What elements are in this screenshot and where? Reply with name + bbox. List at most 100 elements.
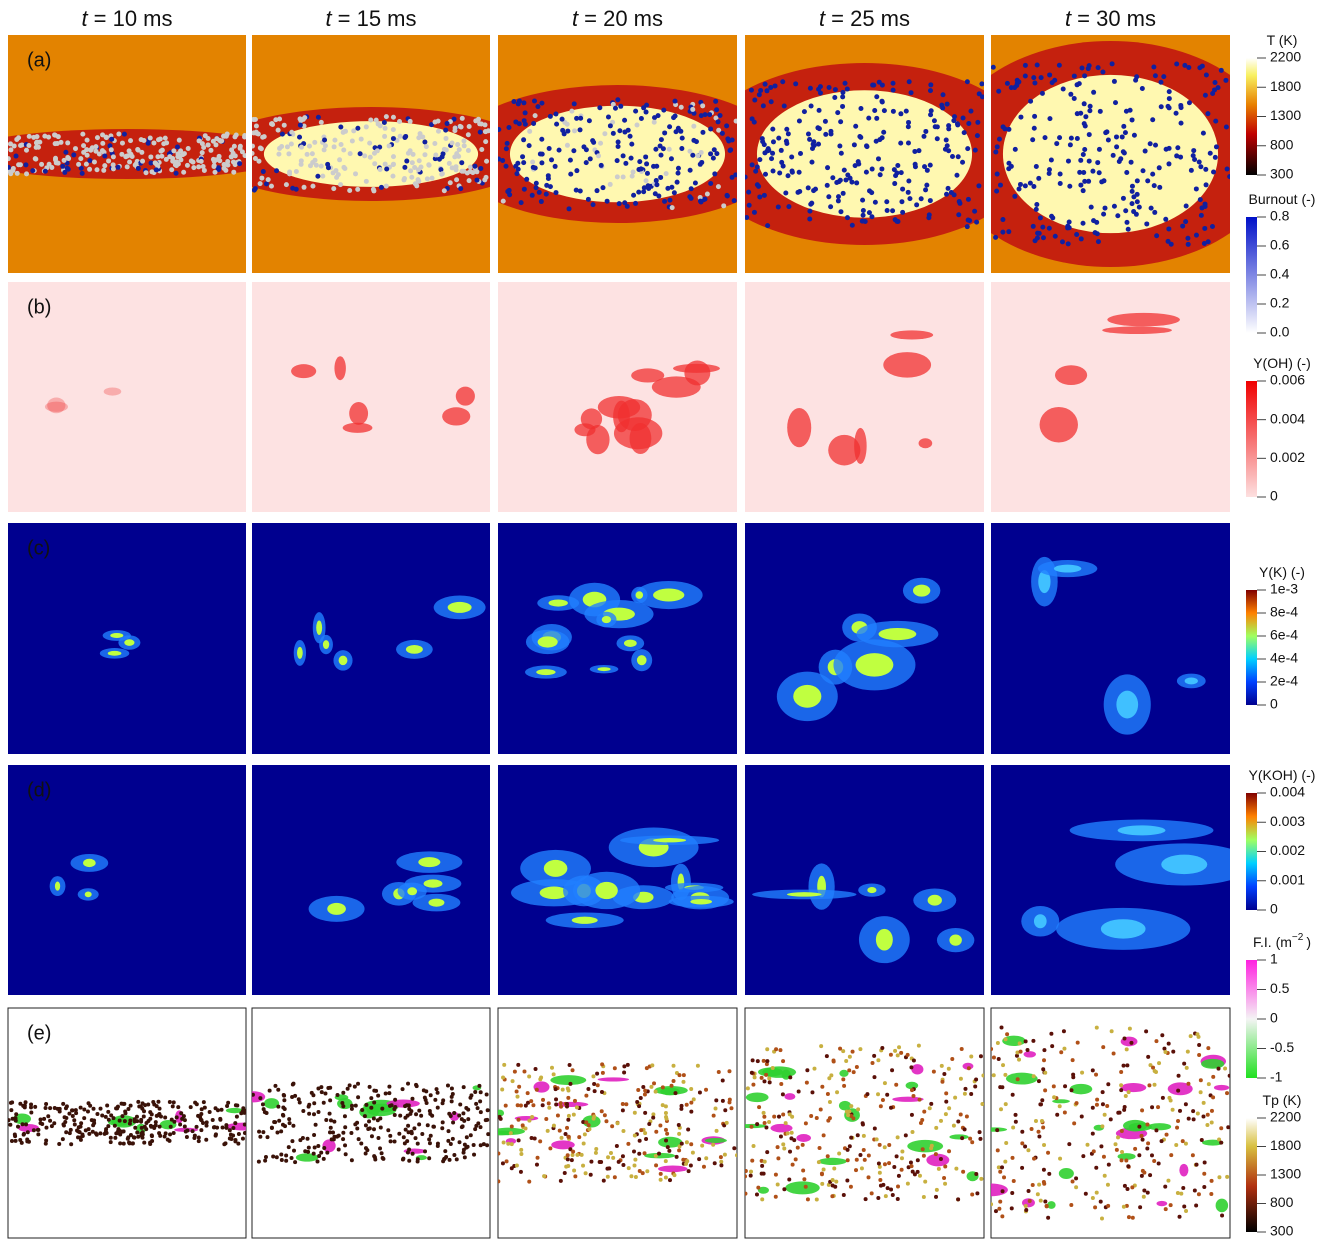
particle	[18, 1101, 23, 1106]
particle	[473, 1127, 478, 1132]
particle	[79, 170, 85, 176]
particle	[155, 154, 161, 160]
particle	[896, 1173, 901, 1178]
species-core	[543, 859, 568, 877]
ignition-zone	[785, 1181, 820, 1195]
particle	[121, 131, 127, 137]
panel-field	[44, 387, 122, 414]
particle	[778, 1048, 783, 1053]
particle	[664, 1116, 669, 1121]
particle	[382, 125, 388, 131]
species-core	[1033, 914, 1047, 929]
particle	[581, 1119, 586, 1124]
particle	[52, 1121, 57, 1126]
particle	[514, 1089, 519, 1094]
particle	[1161, 74, 1167, 80]
particle	[1099, 1144, 1104, 1149]
ignition-zone	[550, 1075, 587, 1086]
particle	[1136, 204, 1142, 210]
particle	[707, 112, 713, 118]
particle	[287, 171, 293, 177]
particle	[944, 1091, 949, 1096]
particle	[598, 162, 604, 168]
particle	[816, 107, 822, 113]
particle	[704, 1087, 709, 1092]
particle	[1154, 1039, 1159, 1044]
particle	[934, 136, 940, 142]
particle	[1134, 74, 1140, 80]
panel	[251, 1007, 491, 1239]
particle	[689, 1100, 694, 1105]
particle	[236, 1132, 241, 1137]
particle	[274, 168, 280, 174]
particle	[1108, 1117, 1113, 1122]
particle	[532, 113, 538, 119]
particle	[1082, 123, 1088, 129]
particle	[8, 147, 14, 153]
particle	[1178, 120, 1184, 126]
particle	[878, 1178, 883, 1183]
particle	[450, 1136, 455, 1141]
particle	[677, 1073, 682, 1078]
particle	[622, 117, 628, 123]
particle	[319, 1085, 324, 1090]
particle	[215, 1108, 220, 1113]
particle	[654, 1163, 659, 1168]
particle	[353, 171, 359, 177]
particle	[940, 92, 946, 98]
species-core	[623, 639, 637, 647]
particle	[733, 172, 737, 178]
particle	[444, 121, 450, 127]
particle	[809, 146, 815, 152]
species-core	[84, 891, 92, 898]
particle	[1046, 167, 1052, 173]
particle	[1121, 123, 1127, 129]
particle	[520, 1123, 525, 1128]
particle	[1080, 152, 1086, 158]
particle	[426, 162, 432, 168]
species-core	[1161, 854, 1208, 875]
time-symbol: t	[82, 6, 89, 31]
particle	[502, 1062, 507, 1067]
particle	[121, 1141, 126, 1146]
particle	[109, 136, 115, 142]
particle	[767, 1076, 772, 1081]
particle	[997, 1206, 1002, 1211]
particle	[547, 113, 553, 119]
particle	[1175, 1125, 1180, 1130]
particle	[388, 1139, 393, 1144]
particle	[390, 114, 396, 120]
particle	[135, 147, 141, 153]
particle	[98, 1106, 103, 1111]
particle	[33, 144, 39, 150]
particle	[1027, 1198, 1032, 1203]
particle	[895, 218, 901, 224]
particle	[928, 108, 934, 114]
particle	[157, 1124, 162, 1129]
particle	[532, 1136, 537, 1141]
particle	[476, 1121, 481, 1126]
particle	[892, 1164, 897, 1169]
particle	[909, 1065, 914, 1070]
particle	[53, 160, 59, 166]
particle	[376, 1093, 381, 1098]
particle	[1111, 203, 1117, 209]
particle	[218, 138, 224, 144]
particle	[568, 171, 574, 177]
particle	[840, 190, 846, 196]
panel-field	[752, 863, 975, 964]
particle	[539, 1075, 544, 1080]
particle	[622, 200, 628, 206]
species-core	[927, 894, 942, 906]
particle	[1223, 1066, 1228, 1071]
particle	[1156, 1105, 1161, 1110]
colorbar-title-text: F.I. (m	[1253, 934, 1292, 950]
particle	[501, 1075, 506, 1080]
particle	[313, 162, 319, 168]
particle	[139, 149, 145, 155]
particle	[686, 1169, 691, 1174]
particle	[484, 1092, 489, 1097]
particle	[156, 1099, 161, 1104]
particle	[239, 1111, 244, 1116]
particle	[1030, 137, 1036, 143]
